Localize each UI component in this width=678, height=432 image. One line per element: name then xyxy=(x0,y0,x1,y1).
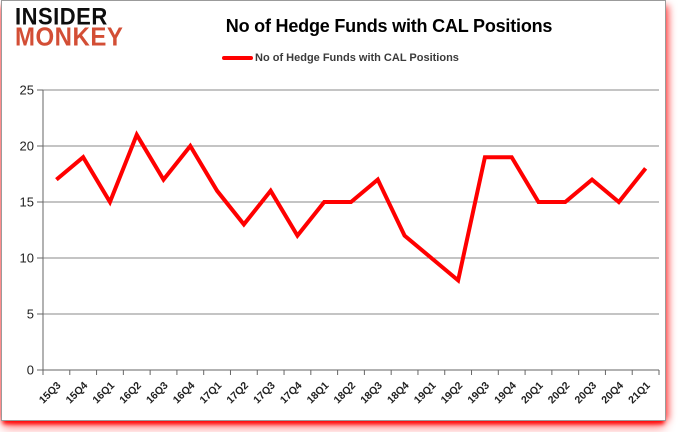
legend-line-marker xyxy=(222,56,253,60)
x-tick-label: 18Q2 xyxy=(331,380,358,407)
x-tick-label: 21Q1 xyxy=(626,380,653,407)
insider-monkey-logo: INSIDER MONKEY xyxy=(15,2,124,53)
logo-text-monkey: MONKEY xyxy=(15,23,124,53)
x-tick-label: 18Q1 xyxy=(305,380,332,407)
x-tick-label: 17Q3 xyxy=(251,380,278,407)
x-tick-label: 19Q3 xyxy=(465,380,492,407)
x-tick-label: 20Q1 xyxy=(519,380,546,407)
x-tick-label: 19Q1 xyxy=(412,380,439,407)
x-tick-label: 18Q4 xyxy=(385,380,412,407)
x-tick-label: 16Q1 xyxy=(90,380,117,407)
x-tick-label: 16Q3 xyxy=(144,380,171,407)
y-tick-label: 5 xyxy=(27,307,34,322)
logo-text-insider: INSIDER xyxy=(15,2,108,30)
x-tick-label: 17Q2 xyxy=(224,380,251,407)
x-tick-label: 17Q1 xyxy=(198,380,225,407)
chart-title: No of Hedge Funds with CAL Positions xyxy=(225,16,553,36)
y-tick-label: 10 xyxy=(20,251,34,266)
x-tick-label: 19Q4 xyxy=(492,380,519,407)
y-tick-label: 0 xyxy=(27,363,34,378)
x-tick-label: 19Q2 xyxy=(439,380,466,407)
x-tick-label: 20Q3 xyxy=(573,380,600,407)
x-tick-label: 18Q3 xyxy=(358,380,385,407)
y-tick-label: 25 xyxy=(20,83,34,98)
x-tick-label: 20Q2 xyxy=(546,380,573,407)
x-tick-label: 15Q3 xyxy=(37,380,64,407)
x-tick-label: 16Q4 xyxy=(171,380,198,407)
chart-widget: 0 5 10 15 20 25 15Q3 15Q4 16Q1 16Q2 16Q3 16Q4 17Q1 17… xyxy=(1,0,666,421)
x-tick-label: 15Q4 xyxy=(64,380,91,407)
x-tick-label: 20Q4 xyxy=(599,380,626,407)
legend: No of Hedge Funds with CAL Positions xyxy=(222,52,459,64)
y-tick-label: 15 xyxy=(20,195,34,210)
legend-label: No of Hedge Funds with CAL Positions xyxy=(255,52,459,64)
y-tick-label: 20 xyxy=(20,139,34,154)
x-tick-label: 17Q4 xyxy=(278,380,305,407)
series-line xyxy=(55,130,648,285)
x-tick-label: 16Q2 xyxy=(117,380,144,407)
